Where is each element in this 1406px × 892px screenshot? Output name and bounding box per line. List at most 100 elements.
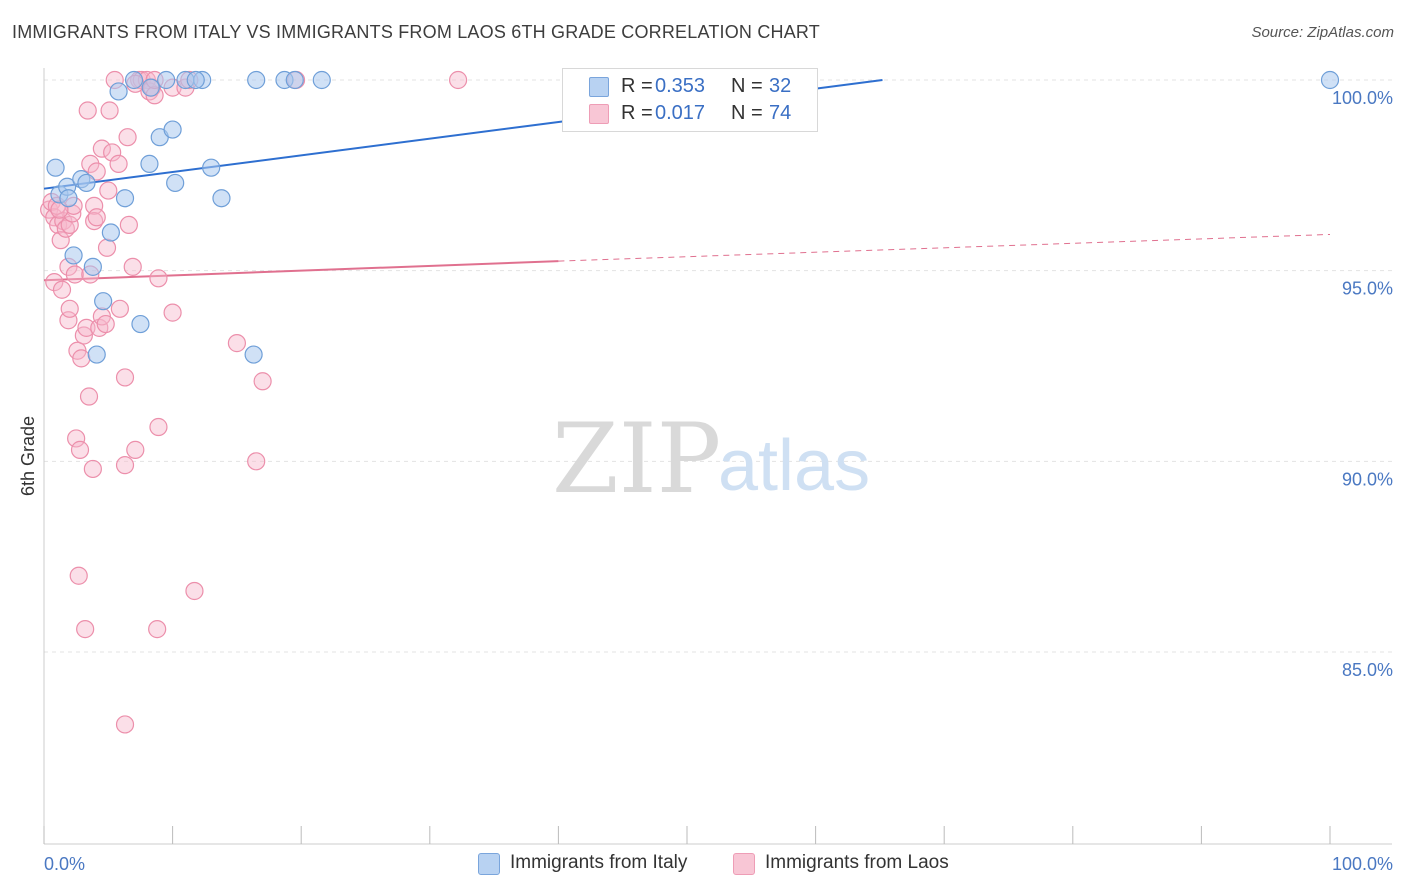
legend-n-label-laos: N = [731,102,763,124]
legend-n-label-italy: N = [731,75,763,97]
point-italy-25 [247,70,266,90]
legend-swatch-italy [589,77,609,97]
point-laos-31 [87,162,106,181]
point-laos-32 [87,208,106,227]
point-laos-26 [81,154,100,173]
point-laos-38 [99,181,118,200]
point-italy-3 [59,189,78,208]
point-laos-7 [52,280,72,299]
point-italy-6 [64,246,83,265]
legend-swatch-laos [589,104,609,124]
point-italy-11 [109,82,128,101]
y-tick-label-3: 85.0% [1342,660,1393,680]
point-laos-39 [100,101,119,120]
y-tick-label-2: 90.0% [1342,469,1393,489]
legend-r-value-laos: 0.017 [655,102,706,124]
bottom-legend-swatch-laos [733,853,755,875]
y-tick-label-1: 95.0% [1342,279,1393,299]
point-laos-45 [115,456,135,475]
trend-line-laos [43,260,559,282]
point-laos-19 [69,566,88,585]
point-italy-15 [140,154,159,173]
chart-title: IMMIGRANTS FROM ITALY VS IMMIGRANTS FROM… [12,22,821,42]
point-laos-3 [45,273,64,292]
legend-n-value-laos: 74 [769,102,792,124]
point-laos-60 [163,303,182,322]
point-italy-7 [83,257,102,276]
y-axis-label: 6th Grade [18,416,38,496]
point-laos-63 [185,581,204,601]
point-laos-34 [92,139,111,158]
correlation-legend: R = 0.353 N = 32 R = 0.017 N = 74 [562,68,818,132]
point-laos-16 [65,265,84,284]
point-italy-5 [77,173,96,193]
point-laos-25 [79,387,99,406]
axes [43,68,1392,845]
x-tick-label-0: 0.0% [44,854,85,874]
point-laos-58 [149,417,168,437]
point-laos-56 [148,620,167,639]
grid-lines [44,79,1392,653]
points-italy [46,70,1340,364]
points-laos [40,70,468,734]
y-tick-label-0: 100.0% [1332,88,1393,108]
point-laos-12 [60,299,79,318]
point-italy-10 [101,223,120,242]
point-italy-18 [157,70,176,90]
point-laos-43 [110,299,129,318]
bottom-legend-label-italy: Immigrants from Italy [510,852,688,873]
point-italy-8 [87,345,106,364]
point-laos-21 [72,349,91,368]
point-laos-37 [97,238,117,257]
watermark-zip: ZIP [552,403,721,515]
point-laos-20 [70,440,90,459]
point-laos-64 [227,334,246,353]
point-italy-14 [131,314,150,334]
point-laos-66 [253,372,272,391]
point-italy-12 [115,189,135,208]
legend-r-label-laos: R = [621,102,653,124]
point-laos-29 [85,196,104,215]
watermark: ZIP atlas [552,403,870,515]
trend-line-laos-extension [558,233,1331,262]
point-laos-71 [119,215,138,235]
point-italy-29 [312,70,331,90]
point-laos-17 [67,429,86,448]
point-laos-24 [77,318,96,337]
point-laos-46 [118,128,137,147]
bottom-legend-label-laos: Immigrants from Laos [765,852,949,873]
point-laos-65 [247,452,266,471]
point-italy-9 [94,292,113,311]
point-laos-13 [60,215,79,235]
tick-labels: 100.0% 95.0% 90.0% 85.0% 0.0% 100.0% [44,88,1393,874]
point-laos-73 [78,101,97,120]
point-italy-16 [141,78,160,97]
source-label: Source: ZipAtlas.com [1251,24,1394,41]
point-italy-31 [1320,70,1340,90]
bottom-legend-swatch-italy [478,853,500,875]
point-italy-28 [285,70,304,90]
point-italy-23 [202,158,221,177]
point-laos-23 [76,620,95,639]
legend-n-value-italy: 32 [769,75,792,97]
point-laos-68 [448,70,468,90]
point-italy-24 [212,189,231,208]
point-italy-26 [244,345,263,364]
point-laos-36 [96,314,115,334]
point-laos-44 [115,368,135,387]
x-tick-label-1: 100.0% [1332,854,1393,874]
legend-r-label-italy: R = [621,75,653,97]
point-italy-0 [46,158,65,177]
point-laos-28 [83,459,102,479]
point-laos-48 [126,440,145,459]
point-italy-19 [163,120,182,139]
point-italy-13 [124,70,144,90]
point-laos-40 [103,143,122,162]
point-italy-30 [186,70,205,90]
watermark-atlas: atlas [718,426,870,506]
point-laos-69 [115,715,135,734]
point-laos-6 [51,231,70,250]
legend-r-value-italy: 0.353 [655,75,706,97]
point-laos-42 [109,154,128,173]
